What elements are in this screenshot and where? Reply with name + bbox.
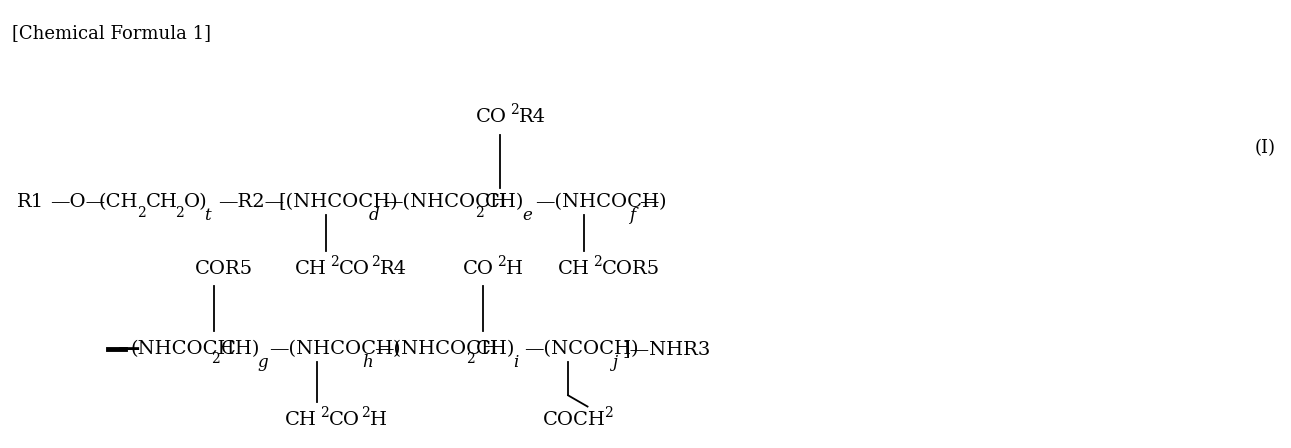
Text: H: H	[369, 411, 387, 429]
Text: —(NCOCH): —(NCOCH)	[524, 340, 639, 358]
Text: CH): CH)	[475, 340, 515, 358]
Text: CO: CO	[462, 259, 493, 277]
Text: COCH: COCH	[542, 411, 605, 429]
Text: [Chemical Formula 1]: [Chemical Formula 1]	[12, 24, 210, 42]
Text: CO: CO	[329, 411, 360, 429]
Text: CO: CO	[475, 108, 506, 126]
Text: ]—NHR3: ]—NHR3	[622, 340, 710, 358]
Text: —: —	[117, 338, 139, 360]
Text: 2: 2	[137, 206, 146, 220]
Text: CH: CH	[558, 259, 590, 277]
Text: CH): CH)	[484, 193, 524, 211]
Text: e: e	[522, 207, 532, 224]
Text: g: g	[258, 354, 269, 371]
Text: —(NHCOCH): —(NHCOCH)	[534, 193, 666, 211]
Text: CH: CH	[146, 193, 178, 211]
Text: COR5: COR5	[602, 259, 660, 277]
Text: —: —	[639, 193, 658, 211]
Text: R4: R4	[519, 108, 546, 126]
Text: 2: 2	[330, 254, 338, 268]
Text: COR5: COR5	[195, 259, 253, 277]
Text: 2: 2	[593, 254, 602, 268]
Text: (I): (I)	[1255, 139, 1276, 157]
Text: 2: 2	[475, 206, 484, 220]
Text: 2: 2	[510, 103, 519, 117]
Text: t: t	[204, 207, 210, 224]
Text: CO: CO	[340, 259, 371, 277]
Text: CH: CH	[296, 259, 327, 277]
Text: j: j	[612, 354, 617, 371]
Text: O): O)	[185, 193, 208, 211]
Text: R4: R4	[380, 259, 407, 277]
Text: CH: CH	[285, 411, 316, 429]
Text: —(NHCOCH: —(NHCOCH	[373, 340, 498, 358]
Text: 2: 2	[604, 406, 613, 420]
Text: —(NHCOCH: —(NHCOCH	[382, 193, 506, 211]
Text: [(NHCOCH): [(NHCOCH)	[279, 193, 398, 211]
Text: H: H	[506, 259, 523, 277]
Text: 2: 2	[212, 353, 221, 366]
Text: R1: R1	[17, 193, 44, 211]
Text: (NHCOCH: (NHCOCH	[130, 340, 235, 358]
Text: CH): CH)	[221, 340, 259, 358]
Text: 2: 2	[497, 254, 506, 268]
Text: h: h	[361, 354, 373, 371]
Text: 2: 2	[371, 254, 380, 268]
Text: —R2—: —R2—	[218, 193, 284, 211]
Text: —(NHCOCH): —(NHCOCH)	[270, 340, 400, 358]
Text: (CH: (CH	[98, 193, 138, 211]
Text: f: f	[629, 207, 635, 224]
Text: 2: 2	[176, 206, 185, 220]
Text: 2: 2	[466, 353, 475, 366]
Text: d: d	[368, 207, 380, 224]
Text: 2: 2	[320, 406, 328, 420]
Text: i: i	[513, 354, 518, 371]
Text: —O—: —O—	[50, 193, 106, 211]
Text: 2: 2	[360, 406, 369, 420]
